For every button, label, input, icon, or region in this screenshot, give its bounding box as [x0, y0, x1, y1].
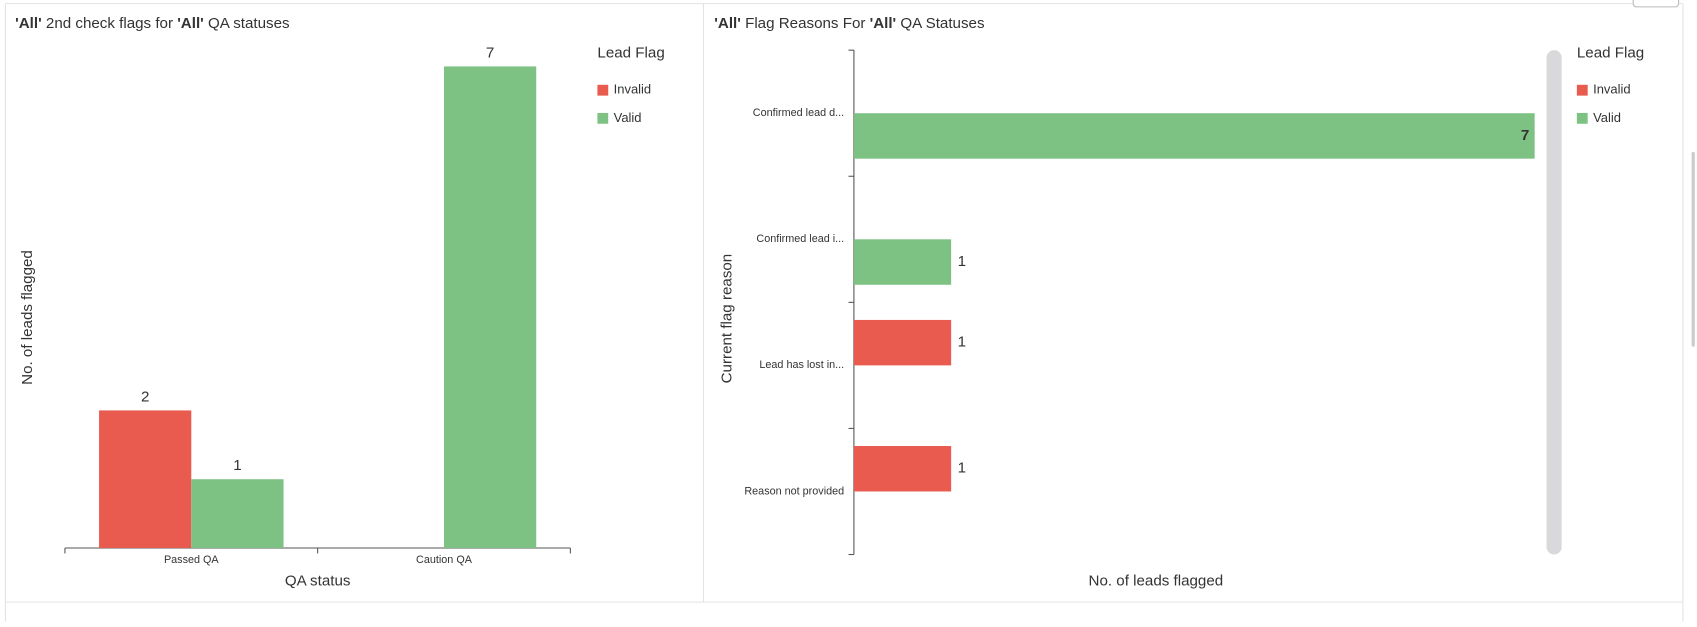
legend-label: Invalid [1593, 82, 1631, 97]
legend-swatch [1576, 84, 1588, 96]
y-axis-title: Current flag reason [718, 254, 735, 384]
y-tick-label: Confirmed lead i... [756, 233, 844, 245]
x-axis-title: QA status [285, 573, 351, 590]
x-axis-title: No. of leads flagged [1089, 573, 1224, 590]
bar [853, 239, 952, 285]
range-slider[interactable] [1546, 50, 1562, 555]
legend-label: Invalid [614, 82, 651, 97]
value-label: 2 [141, 388, 149, 405]
value-label: 1 [233, 457, 241, 474]
y-tick-label: Lead has lost in... [759, 359, 844, 371]
menu-button[interactable] [1632, 0, 1680, 8]
y-tick-label: Reason not provided [744, 485, 844, 497]
y-axis-title: No. of leads flagged [19, 250, 36, 385]
value-label: 1 [958, 334, 966, 351]
x-tick-label: Passed QA [164, 554, 219, 566]
value-label: 7 [486, 44, 494, 61]
value-label: 1 [958, 253, 966, 270]
bar [444, 66, 537, 549]
page-scrollbar[interactable] [1691, 151, 1695, 347]
legend-swatch [597, 112, 609, 124]
bar [853, 446, 952, 492]
x-tick-label: Caution QA [416, 554, 473, 566]
legend-label: Valid [614, 110, 642, 125]
bar [853, 319, 952, 366]
value-label: 1 [958, 460, 966, 477]
bar [191, 479, 284, 549]
legend-label: Valid [1593, 110, 1621, 125]
legend-swatch [1576, 112, 1588, 124]
bar [99, 410, 192, 549]
legend-title: Lead Flag [597, 44, 664, 61]
bar [853, 113, 1535, 159]
chart-title: 'All' Flag Reasons For 'All' QA Statuses [714, 15, 985, 32]
chart-title: 'All' 2nd check flags for 'All' QA statu… [15, 15, 290, 32]
legend-title: Lead Flag [1577, 44, 1644, 61]
legend-swatch [597, 84, 609, 96]
y-tick-label: Confirmed lead d... [753, 107, 844, 119]
value-label: 7 [1521, 127, 1529, 144]
